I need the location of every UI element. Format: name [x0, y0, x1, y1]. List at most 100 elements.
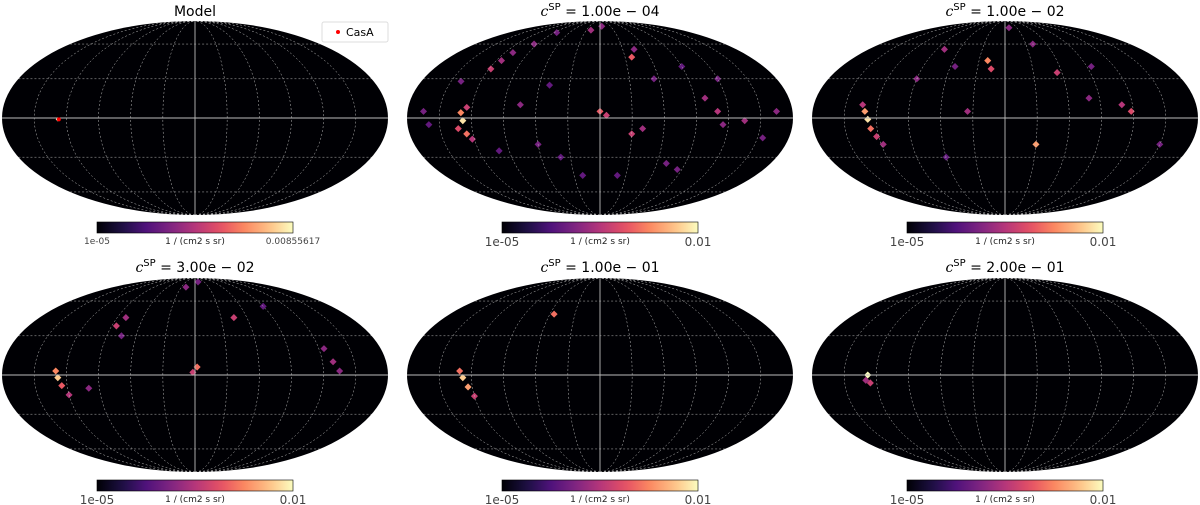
colorbar-unit-label: 1 / (cm2 s sr): [165, 495, 225, 505]
sky-pixel: [879, 140, 887, 148]
sky-pixel: [602, 111, 610, 119]
sky-pixel: [194, 278, 202, 286]
map-content: [407, 21, 793, 215]
colorbar-min-label: 1e-05: [890, 493, 925, 505]
sky-pixel: [463, 130, 471, 138]
sky-pixel: [759, 134, 767, 142]
meridian-line: [940, 21, 1006, 215]
colorbar-min-label: 1e-05: [84, 237, 110, 247]
graticule: [2, 21, 388, 215]
legend-label: CasA: [346, 26, 374, 39]
sky-pixel: [546, 81, 554, 89]
sky-pixel: [859, 101, 867, 109]
sky-pixel: [336, 367, 344, 375]
colorbar-max-label: 0.01: [1090, 493, 1117, 505]
sky-pixel: [329, 358, 337, 366]
colorbar-unit-label: 1 / (cm2 s sr): [975, 237, 1035, 247]
colorbar-gradient: [96, 221, 294, 234]
sky-pixel: [456, 367, 464, 375]
sky-pixel: [230, 314, 238, 322]
sky-pixel: [867, 125, 875, 133]
panel-title: cSP = 1.00e − 04: [540, 2, 659, 20]
sky-pixel: [487, 65, 495, 73]
sky-pixel: [866, 379, 874, 387]
sky-pixel: [650, 75, 658, 83]
sky-pixel: [964, 107, 972, 115]
map-content: [2, 278, 388, 472]
sky-pixel: [741, 117, 749, 125]
title-value: = 1.00e − 01: [561, 260, 660, 276]
casa-marker: [56, 117, 61, 122]
graticule: [812, 21, 1198, 215]
sky-pixel: [714, 75, 722, 83]
sky-pixel: [940, 45, 948, 53]
map-panel-5: cSP = 1.00e − 01 1e-05 0.01 1 / (cm2 s sr): [407, 258, 793, 505]
panel-title: Model: [174, 4, 216, 20]
panel-title: cSP = 1.00e − 01: [540, 258, 659, 276]
title-value: = 2.00e − 01: [966, 260, 1065, 276]
sky-pixel: [678, 62, 686, 71]
sky-pixel: [58, 382, 66, 390]
legend: CasA: [321, 21, 389, 43]
sky-pixel: [419, 107, 428, 115]
map-content: [812, 21, 1198, 215]
sky-pixel: [628, 130, 636, 138]
colorbar-gradient: [906, 479, 1104, 492]
sky-pixel: [772, 107, 781, 115]
panel-title: cSP = 1.00e − 02: [945, 2, 1064, 20]
map-content: [812, 278, 1198, 472]
map-panel-2: cSP = 1.00e − 04 1e-05 0.01 1 / (cm2 s sr): [407, 2, 793, 249]
sky-pixel: [495, 147, 503, 155]
graticule: [407, 21, 793, 215]
colorbar-max-label: 0.01: [1090, 235, 1117, 249]
colorbar-min-label: 1e-05: [80, 493, 115, 505]
graticule: [407, 278, 793, 472]
sky-pixel: [320, 345, 328, 353]
map-panel-3: cSP = 1.00e − 02 1e-05 0.01 1 / (cm2 s sr): [812, 2, 1198, 249]
title-superscript: SP: [548, 2, 560, 13]
sky-pixel: [639, 125, 647, 133]
title-value: = 1.00e − 02: [966, 4, 1065, 20]
meridian-line: [599, 21, 665, 215]
colorbar-max-label: 0.01: [685, 493, 712, 505]
map-content: [407, 278, 793, 472]
sky-pixel: [613, 171, 621, 179]
meridian-line: [599, 278, 665, 472]
title-symbol: c: [945, 4, 953, 20]
title-value: = 3.00e − 02: [156, 260, 255, 276]
title-superscript: SP: [953, 2, 965, 13]
title-symbol: c: [540, 4, 548, 20]
title-superscript: SP: [143, 258, 155, 269]
sky-pixel: [52, 367, 60, 375]
sky-pixel: [862, 376, 870, 384]
sky-pixel: [673, 165, 681, 174]
map-panel-6: cSP = 2.00e − 01 1e-05 0.01 1 / (cm2 s sr): [812, 258, 1198, 505]
colorbar-unit-label: 1 / (cm2 s sr): [570, 495, 630, 505]
sky-pixel: [425, 121, 433, 129]
legend-marker: [336, 30, 340, 34]
colorbar: 1e-05 0.01 1 / (cm2 s sr): [890, 479, 1117, 505]
legend-box: [321, 21, 389, 43]
sky-pixel: [54, 374, 62, 382]
colorbar-max-label: 0.01: [280, 493, 307, 505]
sky-pixel: [984, 57, 992, 65]
sky-pixel: [454, 125, 462, 133]
colorbar-min-label: 1e-05: [890, 235, 925, 249]
colorbar-gradient: [96, 479, 294, 492]
meridian-line: [194, 278, 260, 472]
sky-pixel: [701, 94, 709, 102]
sky-pixel: [987, 65, 995, 73]
colorbar-gradient: [906, 221, 1104, 234]
meridian-line: [940, 278, 1006, 472]
colorbar-unit-label: 1 / (cm2 s sr): [165, 237, 225, 247]
sky-pixel: [463, 103, 471, 111]
sky-pixel: [457, 77, 465, 85]
panel-title: cSP = 3.00e − 02: [135, 258, 254, 276]
colorbar-max-label: 0.01: [685, 235, 712, 249]
map-panel-1: Model CasA 1e-05 0.00855617 1 / (cm2 s sr): [2, 4, 389, 247]
sky-pixel: [861, 107, 869, 115]
panel-title: cSP = 2.00e − 01: [945, 258, 1064, 276]
meridian-line: [130, 278, 196, 472]
colorbar: 1e-05 0.01 1 / (cm2 s sr): [485, 221, 712, 249]
sky-pixel: [516, 101, 524, 109]
